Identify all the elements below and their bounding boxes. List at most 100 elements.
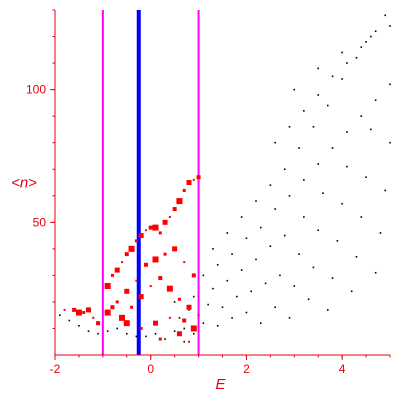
axes: -2 0 2 4 50 100 E <n> [11, 9, 391, 393]
data-point [212, 287, 214, 290]
data-point [63, 308, 66, 311]
data-point [346, 62, 348, 64]
data-point [192, 295, 195, 298]
data-point [226, 232, 229, 234]
data-point [202, 322, 205, 324]
data-point [250, 290, 253, 293]
data-point [135, 335, 138, 338]
data-point [269, 245, 272, 247]
data-point [216, 325, 219, 327]
data-point [148, 225, 153, 230]
data-point [307, 298, 310, 301]
data-point [149, 285, 152, 287]
data-point [389, 83, 391, 86]
data-point [130, 305, 134, 309]
data-point [152, 224, 159, 231]
data-point [274, 306, 276, 309]
data-point [341, 51, 343, 54]
data-point [138, 294, 144, 300]
data-point [331, 277, 334, 279]
data-point [221, 306, 224, 309]
data-point [82, 311, 86, 315]
data-point [135, 279, 138, 282]
data-point [190, 325, 197, 332]
data-points [58, 14, 391, 343]
data-point [58, 314, 61, 316]
data-point [355, 256, 358, 258]
data-point [231, 317, 233, 319]
data-point [365, 176, 367, 178]
data-point [331, 75, 334, 78]
y-axis-title: <n> [11, 175, 37, 192]
data-point [158, 337, 162, 341]
data-point [123, 320, 130, 327]
data-point [121, 261, 123, 264]
data-point [317, 94, 320, 96]
data-point [240, 269, 243, 271]
data-point [125, 332, 128, 335]
data-point [336, 240, 339, 242]
data-point [158, 231, 162, 235]
data-point [231, 253, 233, 255]
data-point [303, 110, 305, 112]
x-tick-label: -2 [50, 362, 61, 376]
data-point [144, 229, 147, 232]
data-point [298, 147, 300, 149]
data-point [192, 178, 195, 181]
data-point [104, 283, 111, 289]
data-point [360, 115, 363, 117]
data-point [197, 314, 200, 317]
data-point [128, 245, 135, 252]
data-point [245, 237, 248, 240]
data-point [116, 327, 119, 330]
data-point [207, 303, 209, 306]
data-point [240, 216, 243, 218]
data-point [279, 274, 281, 277]
data-point [183, 340, 186, 343]
data-point [264, 282, 267, 285]
data-point [168, 216, 171, 218]
data-point [139, 326, 143, 330]
data-point [115, 300, 119, 304]
data-point [186, 304, 192, 310]
data-point [259, 322, 262, 324]
data-point [162, 219, 168, 225]
data-point [288, 125, 291, 128]
data-point [269, 184, 272, 186]
data-point [154, 332, 157, 335]
y-tick-label: 50 [33, 215, 47, 229]
x-axis-title: E [215, 376, 226, 393]
data-point [182, 188, 186, 192]
data-point [312, 125, 315, 128]
data-point [166, 285, 173, 292]
data-point [384, 14, 387, 17]
data-point [384, 189, 387, 192]
data-point [183, 261, 186, 264]
data-point [145, 335, 147, 338]
data-point [78, 325, 80, 327]
data-point [360, 46, 363, 48]
data-point [274, 208, 276, 210]
data-point [259, 226, 262, 229]
data-point [365, 41, 367, 43]
data-point [341, 78, 343, 80]
data-point [212, 248, 214, 250]
data-point [196, 175, 201, 180]
data-point [303, 179, 305, 181]
data-point [86, 307, 91, 313]
data-point [326, 104, 329, 107]
data-point [245, 311, 248, 314]
data-point [255, 200, 257, 202]
data-point [168, 316, 171, 319]
data-point [326, 309, 329, 311]
data-point [143, 262, 148, 267]
data-point [97, 332, 99, 335]
data-point [182, 318, 187, 323]
data-point [110, 305, 115, 310]
data-point [322, 192, 324, 194]
data-point [374, 30, 377, 33]
data-point [178, 317, 181, 319]
data-point [138, 233, 144, 239]
data-point [172, 246, 178, 252]
data-point [331, 147, 334, 149]
